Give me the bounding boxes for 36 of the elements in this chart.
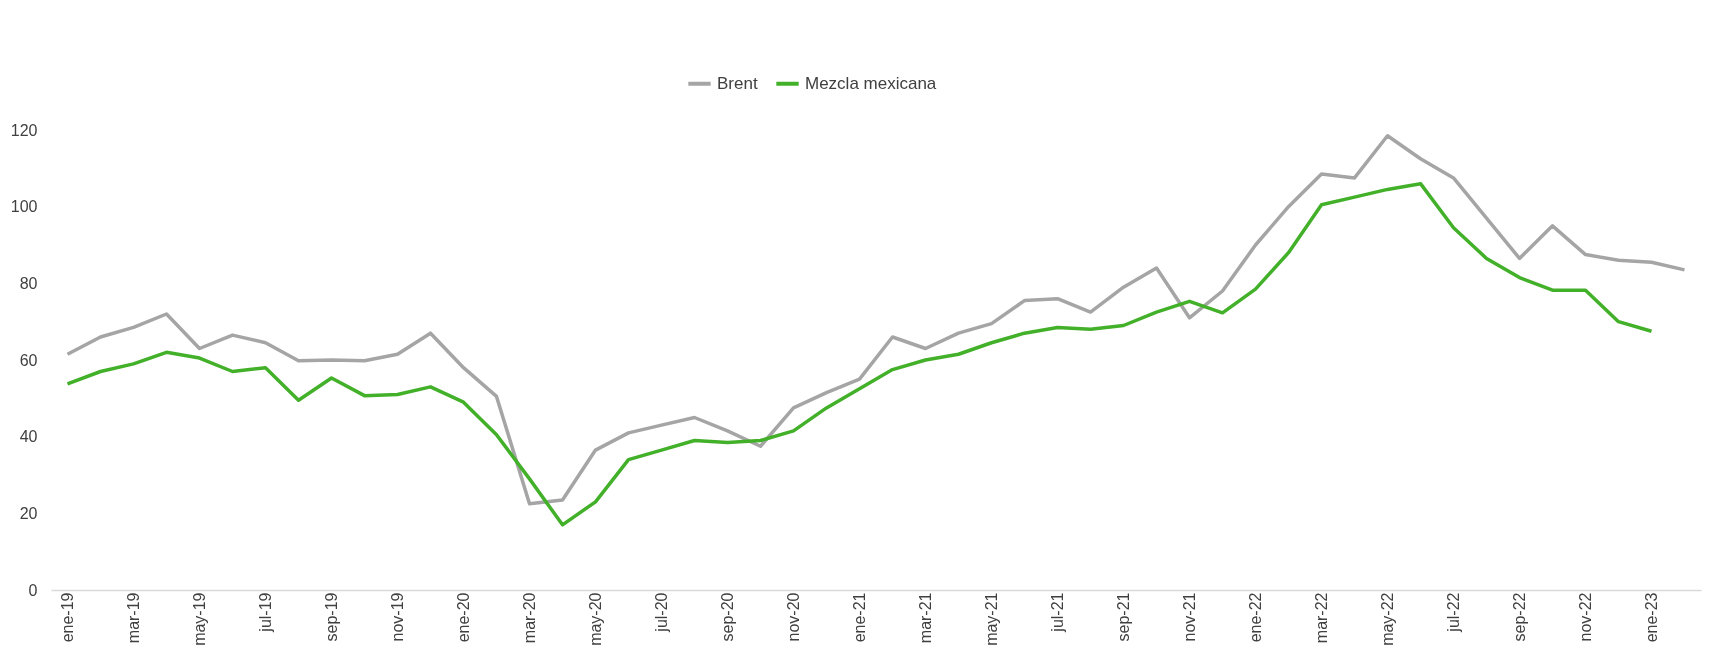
x-tick-label: may-20 — [587, 592, 604, 646]
x-tick-label: ene-21 — [851, 592, 868, 643]
y-tick-label: 20 — [19, 504, 38, 522]
x-tick-label: jul-20 — [653, 592, 670, 633]
x-tick-label: may-21 — [983, 592, 1000, 646]
x-tick-label: jul-21 — [1049, 592, 1066, 633]
x-tick-label: nov-21 — [1181, 592, 1198, 642]
x-tick-label: nov-19 — [389, 592, 406, 642]
x-tick-label: ene-20 — [455, 592, 472, 643]
y-tick-label: 120 — [10, 121, 38, 139]
legend-label: Brent — [717, 73, 758, 93]
x-tick-label: ene-19 — [59, 592, 76, 643]
x-tick-label: sep-22 — [1511, 592, 1528, 642]
y-tick-label: 100 — [10, 198, 38, 216]
y-tick-label: 80 — [19, 274, 38, 292]
x-tick-label: ene-22 — [1247, 592, 1264, 643]
legend-label: Mezcla mexicana — [805, 73, 937, 93]
x-tick-label: mar-22 — [1313, 592, 1330, 644]
x-tick-label: ene-23 — [1643, 592, 1660, 643]
x-tick-label: mar-20 — [521, 592, 538, 644]
x-tick-label: sep-21 — [1115, 592, 1132, 642]
x-tick-label: jul-22 — [1445, 592, 1462, 633]
x-tick-label: nov-22 — [1577, 592, 1594, 642]
x-tick-label: may-22 — [1379, 592, 1396, 646]
y-tick-label: 0 — [28, 581, 38, 599]
line-series — [65, 181, 1654, 527]
line-series — [65, 134, 1687, 506]
x-tick-label: mar-21 — [917, 592, 934, 644]
x-tick-label: nov-20 — [785, 592, 802, 642]
x-tick-label: sep-19 — [323, 592, 340, 642]
y-tick-label: 60 — [19, 351, 38, 369]
y-tick-label: 40 — [19, 428, 38, 446]
x-tick-label: mar-19 — [125, 592, 142, 644]
x-tick-label: jul-19 — [257, 592, 274, 633]
x-tick-label: sep-20 — [719, 592, 736, 642]
x-tick-label: may-19 — [191, 592, 208, 646]
